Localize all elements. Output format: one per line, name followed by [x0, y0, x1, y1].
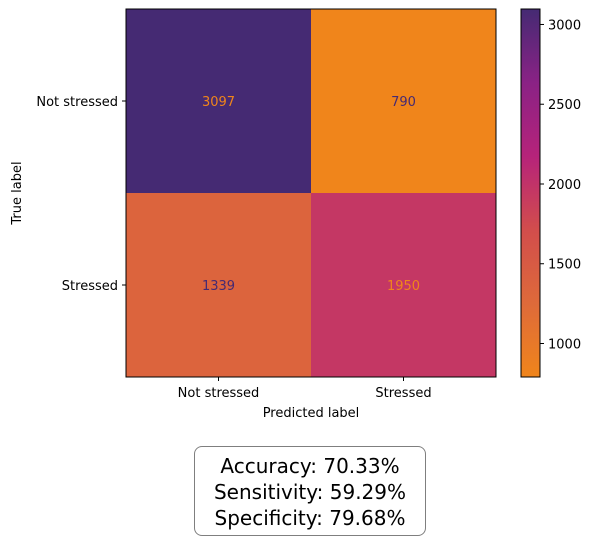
y-axis-label: True label	[10, 161, 25, 225]
heatmap-cell	[311, 193, 496, 377]
x-tick-label: Not stressed	[178, 386, 260, 401]
plot-frame	[125, 8, 497, 378]
cell-value-label: 1339	[202, 279, 235, 294]
colorbar-tick-label: 3000	[548, 18, 581, 33]
confusion-matrix-chart: 3097 790 1339 1950 Not stressed Stressed Not s…	[10, 8, 581, 421]
accuracy-text: Accuracy: 70.33%	[220, 454, 400, 478]
y-tick-label: Stressed	[62, 279, 118, 294]
colorbar-tick-label: 1500	[548, 258, 581, 273]
cell-value-label: 790	[391, 95, 416, 110]
cell-value-label: 3097	[202, 95, 235, 110]
heatmap-cell	[126, 9, 311, 193]
colorbar	[520, 8, 541, 378]
heatmap-cell	[311, 9, 496, 193]
specificity-text: Specificity: 79.68%	[214, 506, 406, 530]
colorbar-tick-label: 2000	[548, 178, 581, 193]
x-axis-label: Predicted label	[263, 406, 360, 421]
metrics-box: Accuracy: 70.33% Sensitivity: 59.29% Spe…	[194, 446, 426, 536]
x-tick-label: Stressed	[375, 386, 431, 401]
heatmap-cell	[126, 193, 311, 377]
cell-value-label: 1950	[387, 279, 420, 294]
y-tick-label: Not stressed	[36, 95, 118, 110]
colorbar-tick-label: 1000	[548, 338, 581, 353]
sensitivity-text: Sensitivity: 59.29%	[213, 480, 407, 504]
colorbar-tick-label: 2500	[548, 98, 581, 113]
